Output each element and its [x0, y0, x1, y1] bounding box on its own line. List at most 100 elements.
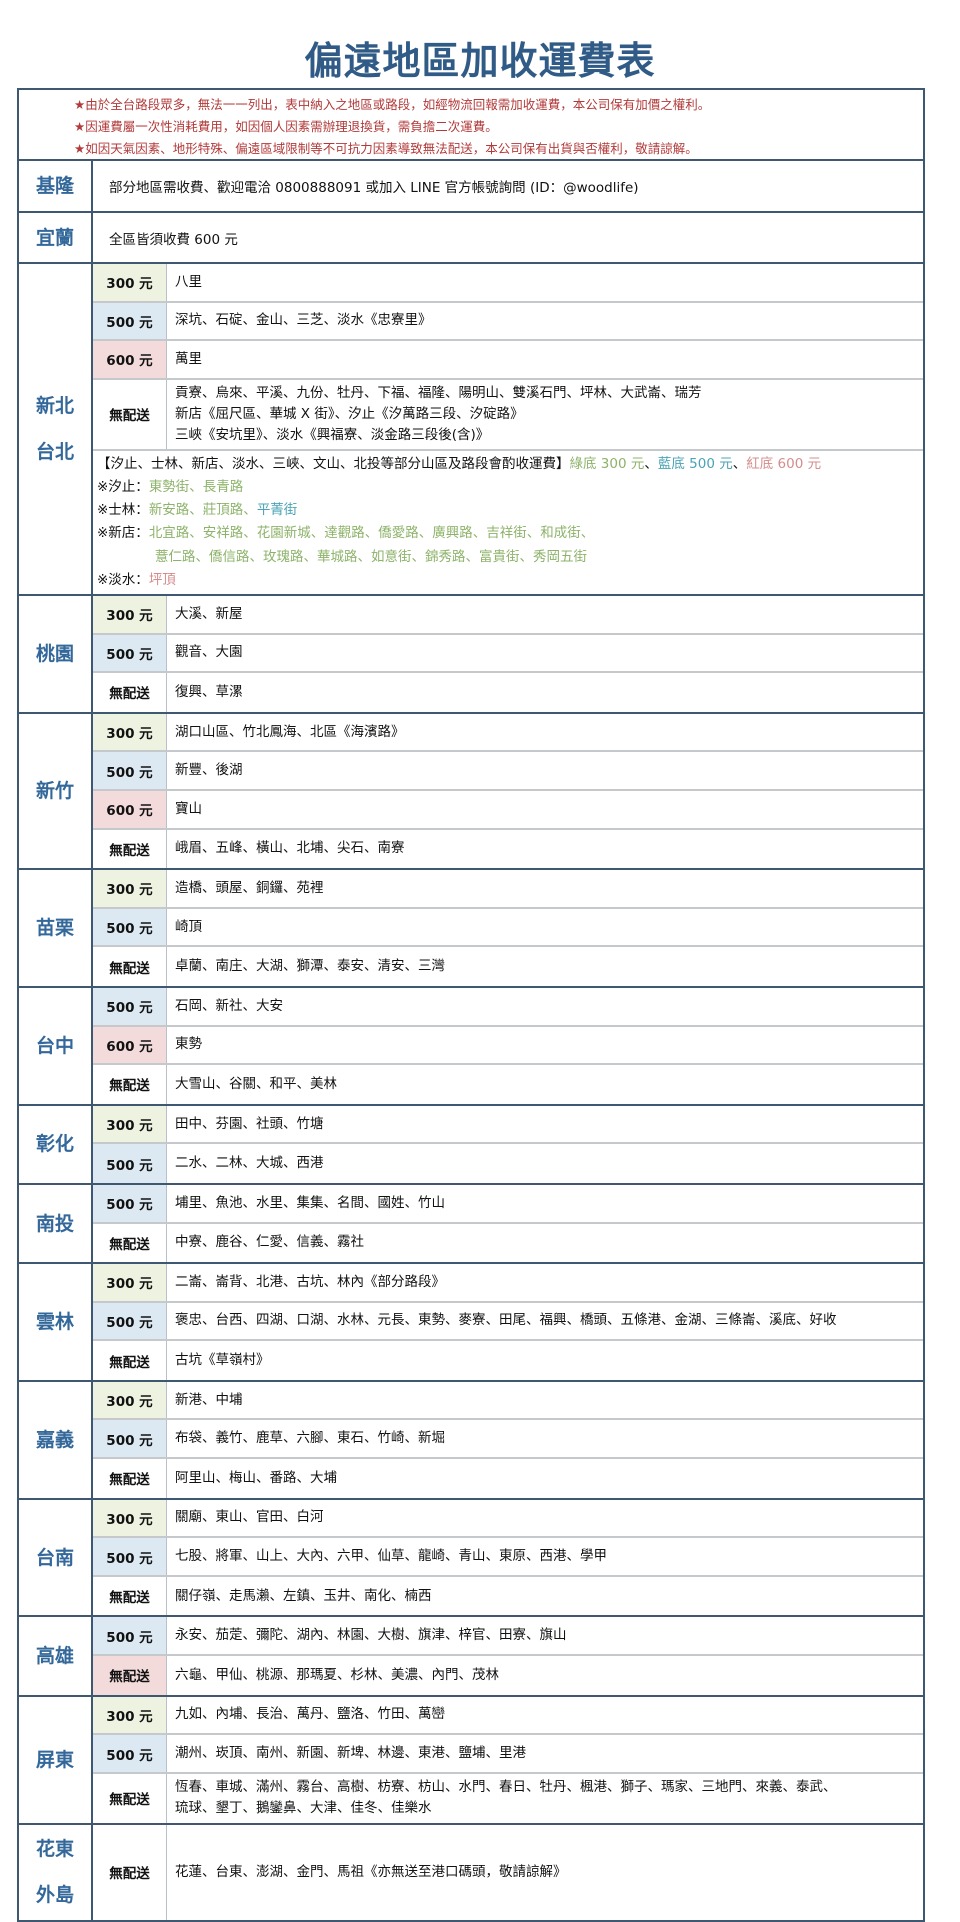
- region-name: 苗栗: [35, 917, 74, 940]
- fee-row: 無配送 復興、草漯: [93, 673, 923, 712]
- region-name: 新北: [35, 395, 74, 417]
- price-tier: 500 元: [93, 1617, 167, 1655]
- region-label: 桃園: [19, 596, 93, 712]
- region-name: 台中: [35, 1034, 74, 1057]
- area-list: 九如、內埔、長治、萬丹、鹽洛、竹田、萬巒: [167, 1697, 923, 1734]
- fee-row: 300 元大溪、新屋: [93, 596, 923, 635]
- region-label: 彰化: [19, 1105, 93, 1183]
- fee-row: 無配送 恆春、車城、滿州、霧台、高樹、枋寮、枋山、水門、春日、牡丹、楓港、獅子、瑪…: [93, 1773, 923, 1823]
- fee-row: 500 元褒忠、台西、四湖、口湖、水林、元長、東勢、麥寮、田尾、福興、橋頭、五條…: [93, 1302, 923, 1342]
- area-line: 三峽《安坑里》、淡水《興福寮、淡金路三段後(含)》: [175, 426, 490, 443]
- area-line: 花蓮、台東、澎湖、金門、馬祖《亦無送至港口碼頭，敬請諒解》: [175, 1863, 567, 1880]
- region-section: 嘉義 300 元新港、中埔 500 元布袋、義竹、鹿草、六腳、東石、竹崎、新堀 無配送…: [19, 1381, 923, 1500]
- region-body: 300 元九如、內埔、長治、萬丹、鹽洛、竹田、萬巒 500 元潮州、崁頂、南州、新…: [93, 1696, 923, 1823]
- fee-row: 無配送 阿里山、梅山、番路、大埔: [93, 1459, 923, 1498]
- price-tier: 無配送: [93, 1341, 167, 1380]
- price-tier: 300 元: [93, 264, 167, 301]
- price-tier: 300 元: [93, 1381, 167, 1419]
- area-list: 永安、茄萣、彌陀、湖內、林園、大樹、旗津、梓官、田寮、旗山: [167, 1617, 923, 1654]
- price-tier: 300 元: [93, 1105, 167, 1143]
- price-tier: 500 元: [93, 987, 167, 1025]
- area-list: 深坑、石碇、金山、三芝、淡水《忠寮里》: [167, 303, 923, 340]
- region-name: 花東: [35, 1838, 74, 1861]
- region-section: 基隆 部分地區需收費、歡迎電洽 0800888091 或加入 LINE 官方帳號詢…: [19, 161, 923, 213]
- area-line: 萬里: [175, 350, 202, 367]
- area-line: 二崙、崙背、北港、古坑、林內《部分路段》: [175, 1273, 445, 1290]
- area-list: 寶山: [167, 791, 923, 828]
- region-label: 南投: [19, 1184, 93, 1263]
- area-line: 大溪、新屋: [175, 605, 243, 622]
- area-line: 田中、芬園、社頭、竹塘: [175, 1115, 324, 1132]
- area-line: 深坑、石碇、金山、三芝、淡水《忠寮里》: [175, 312, 432, 329]
- area-list: 二水、二林、大城、西港: [167, 1144, 923, 1183]
- notes-intro-text: 【汐止、士林、新店、淡水、三峽、文山、北投等部分山區及路段會酌收運費】: [97, 455, 570, 472]
- area-line: 布袋、義竹、鹿草、六腳、東石、竹崎、新堀: [175, 1430, 445, 1447]
- region-section: 彰化 300 元田中、芬園、社頭、竹塘 500 元二水、二林、大城、西港: [19, 1105, 923, 1185]
- area-list: 六龜、甲仙、桃源、那瑪夏、杉林、美濃、內門、茂林: [167, 1656, 923, 1695]
- region-section: 宜蘭 全區皆須收費 600 元: [19, 213, 923, 264]
- area-list: 新豐、後湖: [167, 752, 923, 789]
- region-label: 嘉義: [19, 1381, 93, 1498]
- area-line: 崎頂: [175, 918, 202, 935]
- fee-row: 300 元關廟、東山、官田、白河: [93, 1499, 923, 1539]
- fee-row: 600 元東勢: [93, 1026, 923, 1066]
- price-tier: 300 元: [93, 1696, 167, 1734]
- fee-row: 600 元寶山: [93, 790, 923, 830]
- fee-row: 300 元九如、內埔、長治、萬丹、鹽洛、竹田、萬巒: [93, 1696, 923, 1736]
- region-section: 新竹 300 元湖口山區、竹北鳳海、北區《海濱路》 500 元新豐、後湖 600 元寶…: [19, 713, 923, 871]
- price-tier: 300 元: [93, 596, 167, 633]
- area-list: 卓蘭、南庄、大湖、獅潭、泰安、清安、三灣: [167, 947, 923, 986]
- area-line: 新店《屈尺區、華城 X 街》、汐止《汐萬路三段、汐碇路》: [175, 405, 524, 422]
- price-tier: 無配送: [93, 829, 167, 869]
- price-tier: 300 元: [93, 713, 167, 751]
- area-line: 貢寮、烏來、平溪、九份、牡丹、下福、福隆、陽明山、雙溪石門、坪林、大武崙、瑞芳: [175, 384, 702, 401]
- area-list: 峨眉、五峰、橫山、北埔、尖石、南寮: [167, 830, 923, 869]
- fee-row: 無配送 大雪山、谷關、和平、美林: [93, 1065, 923, 1104]
- notice-line: ★如因天氣因素、地形特殊、偏遠區域限制等不可抗力因素導致無法配送，本公司保有出貨…: [74, 141, 698, 156]
- fee-row: 300 元八里: [93, 264, 923, 303]
- price-tier: 500 元: [93, 302, 167, 340]
- price-tier: 300 元: [93, 870, 167, 907]
- region-name: 宜蘭: [35, 226, 74, 249]
- region-name: 雲林: [35, 1310, 74, 1333]
- area-list: 潮州、崁頂、南州、新園、新埤、林邊、東港、鹽埔、里港: [167, 1735, 923, 1772]
- fee-row: 無配送 六龜、甲仙、桃源、那瑪夏、杉林、美濃、內門、茂林: [93, 1656, 923, 1695]
- price-tier: 500 元: [93, 1184, 167, 1222]
- area-list: 崎頂: [167, 909, 923, 946]
- area-list: 田中、芬園、社頭、竹塘: [167, 1106, 923, 1143]
- area-list: 布袋、義竹、鹿草、六腳、東石、竹崎、新堀: [167, 1420, 923, 1457]
- fee-row: 無配送 古坑《草嶺村》: [93, 1341, 923, 1380]
- area-list: 八里: [167, 264, 923, 301]
- area-list: 阿里山、梅山、番路、大埔: [167, 1459, 923, 1498]
- notes-intro: 【汐止、士林、新店、淡水、三峽、文山、北投等部分山區及路段會酌收運費】綠底 30…: [97, 453, 923, 476]
- region-body: 300 元湖口山區、竹北鳳海、北區《海濱路》 500 元新豐、後湖 600 元寶山無…: [93, 713, 923, 869]
- area-list: 褒忠、台西、四湖、口湖、水林、元長、東勢、麥寮、田尾、福興、橋頭、五條港、金湖、…: [167, 1303, 923, 1340]
- area-line: 復興、草漯: [175, 683, 243, 700]
- region-section: 屏東 300 元九如、內埔、長治、萬丹、鹽洛、竹田、萬巒 500 元潮州、崁頂、南州…: [19, 1696, 923, 1825]
- area-line: 九如、內埔、長治、萬丹、鹽洛、竹田、萬巒: [175, 1706, 445, 1723]
- region-body: 500 元永安、茄萣、彌陀、湖內、林園、大樹、旗津、梓官、田寮、旗山 無配送 六龜、…: [93, 1617, 923, 1695]
- fee-row: 500 元潮州、崁頂、南州、新園、新埤、林邊、東港、鹽埔、里港: [93, 1735, 923, 1774]
- fee-row: 無配送 花蓮、台東、澎湖、金門、馬祖《亦無送至港口碼頭，敬請諒解》: [93, 1824, 923, 1920]
- note-line: 薏仁路、僑信路、玫瑰路、華城路、如意街、錦秀路、富貴街、秀岡五街: [97, 546, 923, 569]
- price-tier: 無配送: [93, 1824, 167, 1920]
- note-roads: 新安路、莊頂路、: [148, 502, 257, 519]
- region-body: 300 元關廟、東山、官田、白河 500 元七股、將軍、山上、大內、六甲、仙草、龍…: [93, 1499, 923, 1616]
- price-tier: 300 元: [93, 1264, 167, 1301]
- region-section: 高雄 500 元永安、茄萣、彌陀、湖內、林園、大樹、旗津、梓官、田寮、旗山 無配送六…: [19, 1617, 923, 1697]
- area-list: 關廟、東山、官田、白河: [167, 1500, 923, 1537]
- price-tier: 無配送: [93, 1459, 167, 1498]
- road-notes: 【汐止、士林、新店、淡水、三峽、文山、北投等部分山區及路段會酌收運費】綠底 30…: [93, 451, 923, 594]
- region-label: 宜蘭: [19, 213, 93, 262]
- area-line: 七股、將軍、山上、大內、六甲、仙草、龍崎、青山、東原、西港、學甲: [175, 1548, 607, 1565]
- region-name: 高雄: [35, 1645, 74, 1668]
- area-line: 六龜、甲仙、桃源、那瑪夏、杉林、美濃、內門、茂林: [175, 1666, 499, 1683]
- price-tier: 無配送: [93, 379, 167, 449]
- legend-sep: 、: [644, 455, 658, 472]
- region-body: 全區皆須收費 600 元: [93, 213, 923, 262]
- fee-row: 300 元二崙、崙背、北港、古坑、林內《部分路段》: [93, 1264, 923, 1303]
- price-tier: 600 元: [93, 1026, 167, 1064]
- note-district: ※淡水：: [97, 571, 149, 588]
- area-line: 恆春、車城、滿州、霧台、高樹、枋寮、枋山、水門、春日、牡丹、楓港、獅子、瑪家、三…: [175, 1779, 837, 1796]
- area-list: 復興、草漯: [167, 673, 923, 712]
